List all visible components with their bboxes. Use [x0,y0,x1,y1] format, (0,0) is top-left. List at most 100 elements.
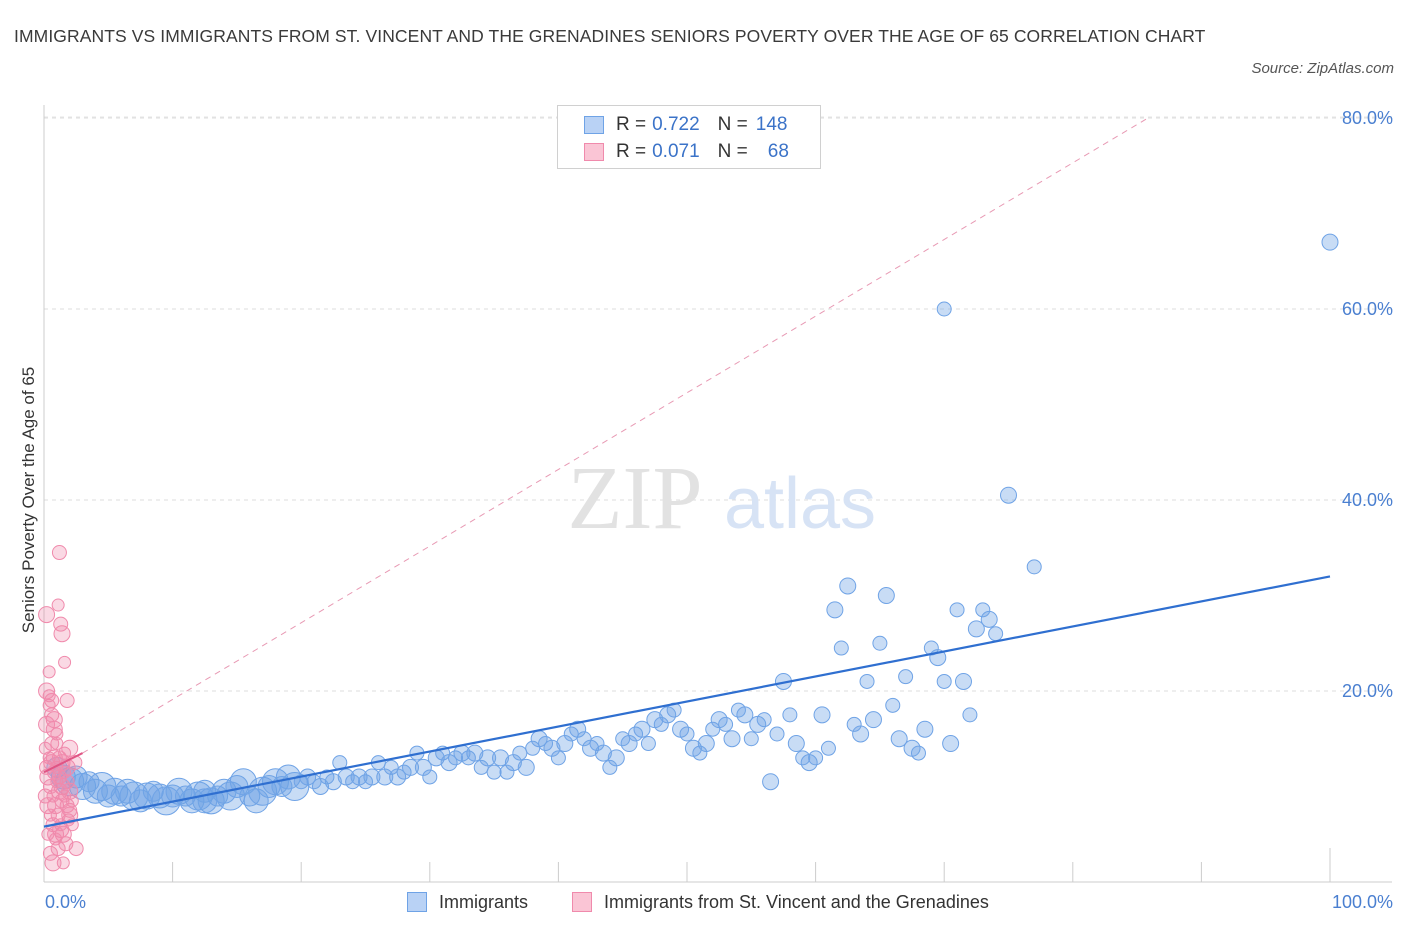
immigrants-point [492,749,510,767]
immigrants-point [517,758,535,776]
svg-point [56,856,70,870]
immigrants-point [422,769,438,785]
immigrants-point [859,673,875,689]
immigrants-point [550,750,566,766]
axes [43,105,1392,883]
immigrants-point [787,735,805,753]
immigrants-point [988,626,1004,642]
bottom-legend-swatch-blue [407,892,427,912]
svg-point [61,739,79,757]
svg-point [65,794,79,808]
immigrants-point [705,721,721,737]
svg-point [42,845,58,861]
immigrants-trend-line [43,575,1331,828]
immigrants-point [1321,233,1339,251]
bottom-legend-label: Immigrants [439,891,529,912]
immigrants-point [640,736,656,752]
immigrants-point [589,736,605,752]
legend-r-label: R = [616,114,647,135]
immigrants-point [942,735,960,753]
immigrants-point [782,707,798,723]
correlation-legend: R = 0.722 N = 148 R = 0.071 N = 68 [557,105,821,169]
immigrants-point [872,635,888,651]
watermark-atlas: atlas [724,464,876,544]
bottom-legend-svg: Immigrants from St. Vincent and the Gren… [572,888,989,916]
legend-n-label: N = [717,114,748,135]
immigrants-point [936,301,952,317]
immigrants-point [192,788,218,814]
svg-trend-line [43,752,84,774]
immigrants-point [525,740,541,756]
immigrants-point [820,740,836,756]
y-tick-label: 40.0% [1342,490,1393,510]
bottom-legend-immigrants: Immigrants [407,888,528,916]
svg-point [51,545,67,561]
svg-points [37,545,84,872]
immigrants-point [692,745,708,761]
immigrants-point [718,716,734,732]
immigrants-point [833,640,849,656]
legend-n-label: N = [717,141,748,162]
legend-r-label: R = [616,141,647,162]
immigrants-point [594,744,612,762]
svg-point [44,707,60,723]
svg-trend-extension [82,117,1149,754]
immigrants-point [402,758,420,776]
immigrants-point [1000,486,1017,504]
immigrants-point [936,673,952,689]
immigrants-point [967,620,985,638]
source-credit: Source: ZipAtlas.com [1251,60,1394,77]
immigrants-point [633,720,651,738]
grid-lines [44,116,1392,692]
immigrants-point [499,764,515,780]
immigrants-point [82,778,108,804]
immigrants-point [512,745,528,761]
x-tick-label: 0.0% [45,892,86,912]
immigrants-point [839,577,857,595]
immigrants-point [607,749,625,767]
immigrants-point [486,764,502,780]
immigrants-point [826,601,844,619]
immigrants-point [679,726,695,742]
immigrants-point [813,706,831,724]
immigrants-point [110,785,132,807]
legend-row-immigrants: R = 0.722 N = 148 [584,113,787,137]
immigrants-point [723,730,741,748]
y-tick-label: 80.0% [1342,108,1393,128]
immigrants-point [846,716,862,732]
immigrants-point [975,602,991,618]
trend-lines [43,117,1331,828]
immigrants-points [46,233,1339,816]
y-axis-label: Seniors Poverty Over the Age of 65 [19,367,38,633]
legend-r-value: 0.722 [652,114,700,135]
immigrants-point [473,759,489,775]
immigrants-point [852,725,870,743]
immigrants-point [602,759,618,775]
svg-point [68,841,84,857]
svg-point [59,693,75,709]
legend-swatch-pink [584,143,604,161]
svg-point [50,841,66,857]
bottom-legend-swatch-pink [572,892,592,912]
immigrants-point [576,731,592,747]
legend-n-value: 148 [755,114,788,135]
immigrants-point [890,730,908,748]
immigrants-point [363,768,381,786]
immigrants-point [736,706,754,724]
immigrants-point [762,773,780,791]
svg-point [59,774,75,790]
immigrants-point [808,750,824,766]
immigrants-point [479,749,497,767]
svg-point [58,655,72,669]
legend-swatch-blue [584,116,604,134]
svg-point [37,788,53,804]
y-tick-label: 60.0% [1342,299,1393,319]
chart-title: IMMIGRANTS VS IMMIGRANTS FROM ST. VINCEN… [14,26,1206,46]
svg-point [45,720,63,738]
immigrants-point [653,716,669,732]
immigrants-point [743,731,759,747]
svg-point [44,854,62,872]
immigrants-point [864,711,882,729]
immigrants-point [142,780,164,802]
